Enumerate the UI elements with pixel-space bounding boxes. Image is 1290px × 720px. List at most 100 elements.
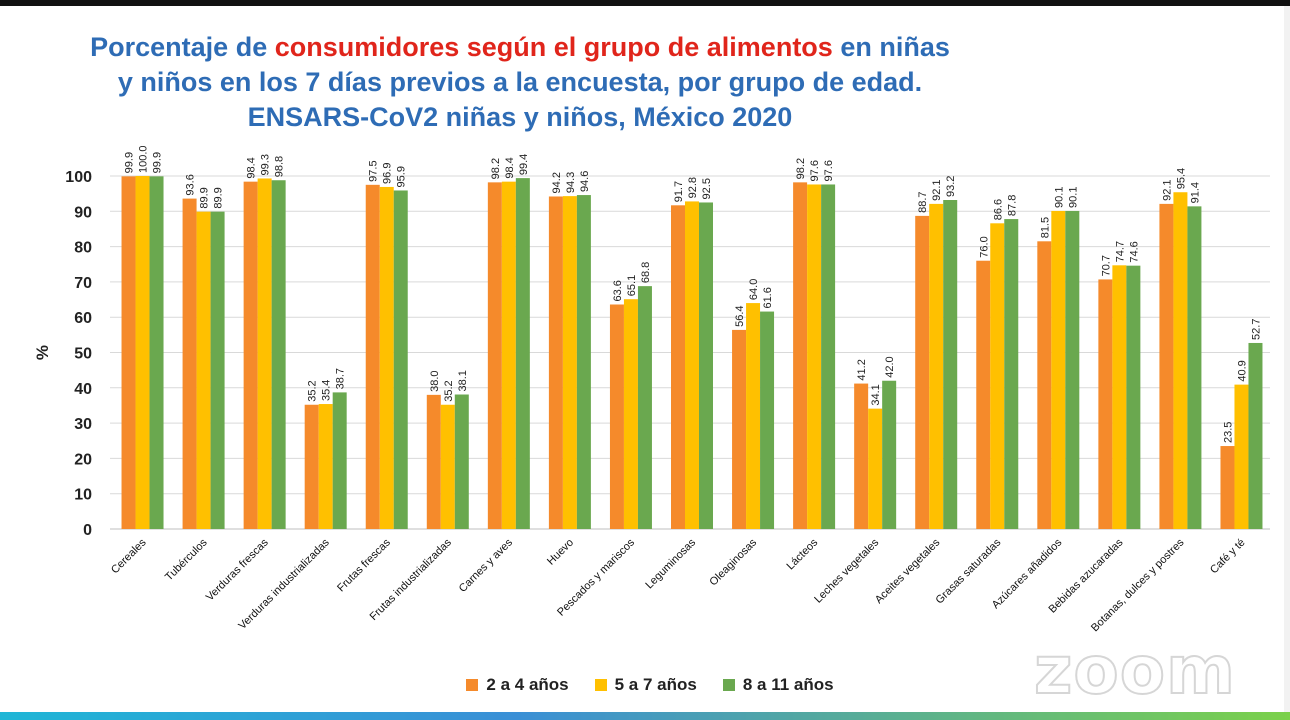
bar <box>943 200 958 529</box>
data-label: 99.3 <box>260 154 272 175</box>
title-part-1: Porcentaje de <box>90 32 275 62</box>
legend-label-series-1: 2 a 4 años <box>486 675 569 694</box>
y-tick-label: 30 <box>74 416 92 433</box>
x-tick-label: Oleaginosas <box>707 536 759 588</box>
bar <box>1065 210 1080 529</box>
bar <box>515 178 530 530</box>
legend-label-series-3: 8 a 11 años <box>742 675 834 694</box>
data-label: 93.2 <box>945 176 957 197</box>
data-label: 52.7 <box>1250 319 1262 340</box>
data-label: 95.4 <box>1175 168 1187 189</box>
data-label: 99.9 <box>124 152 136 173</box>
data-label: 68.8 <box>640 262 652 283</box>
data-label: 96.9 <box>382 163 394 184</box>
data-label: 98.8 <box>274 156 286 177</box>
bar <box>807 184 822 530</box>
data-label: 23.5 <box>1222 422 1234 443</box>
bar <box>1112 265 1127 529</box>
window-bottom-bar <box>0 712 1290 720</box>
data-label: 86.6 <box>992 199 1004 220</box>
bar <box>426 394 441 529</box>
title-line-2: y niños en los 7 días previos a la encue… <box>117 67 923 97</box>
bar <box>1126 265 1141 529</box>
data-label: 41.2 <box>856 359 868 380</box>
chart-legend: 2 a 4 años 5 a 7 años 8 a 11 años <box>0 675 1290 695</box>
bar <box>257 178 272 529</box>
bar <box>1051 210 1066 529</box>
x-tick-label: Aceites vegetales <box>873 536 943 606</box>
data-label: 97.6 <box>823 160 835 181</box>
bar <box>854 383 869 529</box>
data-label: 99.9 <box>152 152 164 173</box>
data-label: 42.0 <box>884 356 896 377</box>
y-tick-label: 10 <box>74 487 92 504</box>
data-label: 70.7 <box>1100 255 1112 276</box>
bar <box>548 196 563 529</box>
bar <box>1187 206 1202 529</box>
data-label: 91.4 <box>1189 182 1201 203</box>
data-label: 74.7 <box>1114 241 1126 262</box>
bar <box>609 304 624 529</box>
bar <box>882 380 897 529</box>
bar <box>929 203 944 529</box>
y-tick-label: 60 <box>74 310 92 327</box>
bar <box>623 299 638 529</box>
bar <box>821 184 836 530</box>
x-tick-label: Lácteos <box>784 536 820 572</box>
bar <box>760 311 775 529</box>
x-tick-label: Café y té <box>1208 537 1248 577</box>
legend-swatch-series-3 <box>722 679 735 691</box>
data-label: 90.1 <box>1067 187 1079 208</box>
bar <box>332 392 347 529</box>
y-tick-label: 0 <box>83 522 92 539</box>
bar <box>318 404 333 529</box>
data-label: 35.2 <box>307 380 319 401</box>
x-tick-label: Carnes y aves <box>457 536 516 595</box>
data-label: 35.2 <box>443 380 455 401</box>
data-label: 76.0 <box>978 236 990 257</box>
bar <box>1220 446 1235 529</box>
bar <box>1234 384 1249 529</box>
y-tick-label: 70 <box>74 275 92 292</box>
data-label: 92.8 <box>687 177 699 198</box>
bar <box>393 190 408 529</box>
data-label: 94.6 <box>579 171 591 192</box>
data-label: 64.0 <box>748 279 760 300</box>
bar <box>149 176 164 529</box>
bar <box>576 195 591 529</box>
x-tick-label: Leguminosas <box>643 536 698 591</box>
data-label: 97.5 <box>368 160 380 181</box>
y-tick-label: 90 <box>74 204 92 221</box>
data-label: 35.4 <box>321 380 333 401</box>
data-label: 94.2 <box>551 172 563 193</box>
chart-title: Porcentaje de consumidores según el grup… <box>0 30 1040 135</box>
data-label: 81.5 <box>1039 217 1051 238</box>
bar <box>732 329 747 529</box>
window-top-bar <box>0 0 1290 6</box>
bar <box>976 260 991 529</box>
x-tick-label: Verduras frescas <box>204 536 271 603</box>
title-highlight: consumidores según el grupo de alimentos <box>274 32 833 62</box>
data-label: 92.5 <box>701 178 713 199</box>
y-tick-label: 40 <box>74 381 92 398</box>
title-part-3: en niñas <box>832 32 950 62</box>
data-label: 98.4 <box>504 157 516 178</box>
bar <box>915 215 930 529</box>
bar <box>746 303 761 529</box>
bar <box>1248 342 1263 529</box>
data-label: 94.3 <box>565 172 577 193</box>
data-label: 95.9 <box>396 166 408 187</box>
x-tick-label: Tubérculos <box>163 536 210 583</box>
data-label: 63.6 <box>612 280 624 301</box>
data-label: 74.6 <box>1128 241 1140 262</box>
legend-swatch-series-1 <box>466 679 479 691</box>
data-label: 38.1 <box>457 370 469 391</box>
bar <box>1173 192 1188 529</box>
data-label: 56.4 <box>734 305 746 326</box>
data-label: 38.7 <box>335 368 347 389</box>
zoom-watermark: zoom <box>1033 631 1236 710</box>
bar <box>1037 241 1052 529</box>
title-line-3: ENSARS-CoV2 niñas y niños, México 2020 <box>247 102 793 132</box>
bar <box>304 404 319 529</box>
bar <box>379 186 394 529</box>
